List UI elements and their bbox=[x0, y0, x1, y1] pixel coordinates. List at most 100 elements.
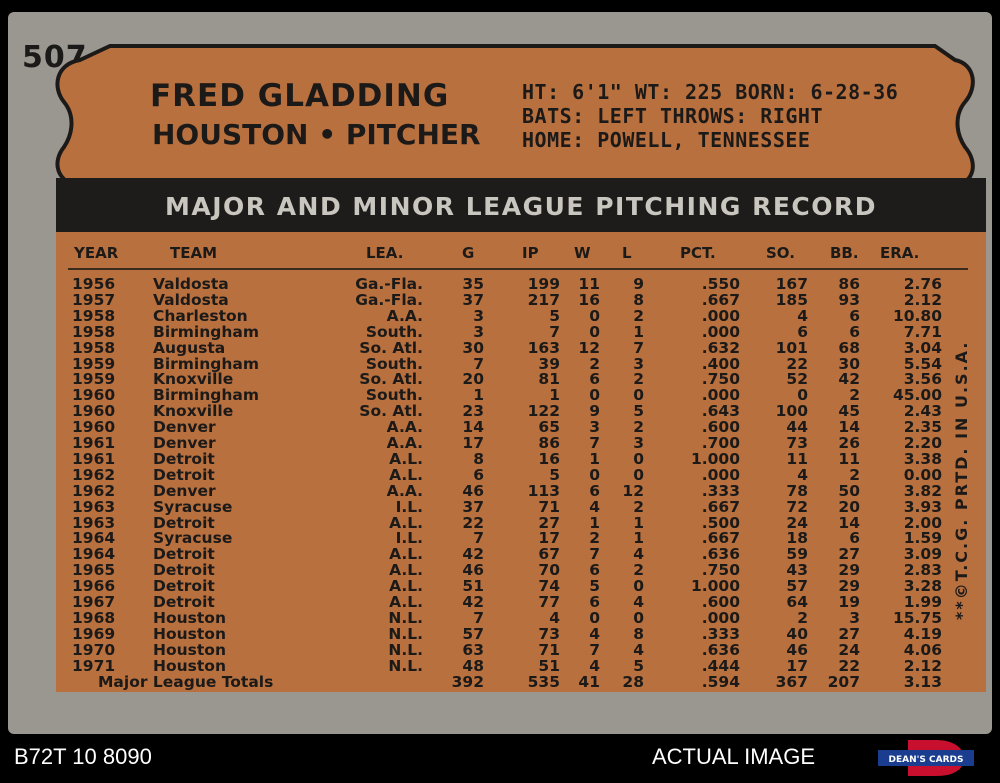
table-cell: A.L. bbox=[389, 561, 423, 580]
table-cell: 1967 bbox=[72, 593, 116, 611]
stats-table-panel bbox=[56, 232, 986, 692]
table-cell: 10.80 bbox=[892, 306, 942, 325]
table-cell: 1965 bbox=[72, 561, 116, 580]
table-cell: .000 bbox=[701, 608, 740, 627]
table-cell: 1958 bbox=[72, 322, 116, 341]
table-cell: 71 bbox=[538, 497, 560, 516]
actual-image-label: ACTUAL IMAGE bbox=[652, 744, 815, 769]
table-cell: 29 bbox=[838, 561, 860, 580]
table-cell: Detroit bbox=[153, 545, 215, 564]
column-header: G bbox=[462, 244, 475, 262]
table-cell: 2 bbox=[633, 497, 644, 516]
table-cell: Detroit bbox=[153, 593, 215, 611]
table-cell: 1963 bbox=[72, 513, 116, 532]
table-cell: 0.00 bbox=[903, 465, 942, 484]
table-cell: 74 bbox=[538, 577, 560, 596]
table-cell: 3 bbox=[849, 608, 860, 627]
table-cell: Houston bbox=[153, 624, 226, 643]
table-cell: 19 bbox=[838, 593, 860, 611]
table-cell: .600 bbox=[701, 593, 740, 611]
table-cell: 1970 bbox=[72, 640, 116, 659]
table-cell: So. Atl. bbox=[359, 338, 423, 357]
table-cell: 51 bbox=[462, 577, 484, 596]
table-cell: 199 bbox=[527, 275, 560, 293]
table-cell: 1960 bbox=[72, 386, 116, 405]
table-cell: 4.19 bbox=[903, 624, 942, 643]
column-header: LEA. bbox=[366, 244, 404, 262]
table-cell: 0 bbox=[589, 322, 600, 341]
table-cell: 7 bbox=[473, 608, 484, 627]
table-cell: 0 bbox=[589, 306, 600, 325]
table-cell: 20 bbox=[462, 370, 484, 389]
table-cell: .500 bbox=[701, 513, 740, 532]
table-cell: 7 bbox=[589, 640, 600, 659]
table-cell: Syracuse bbox=[153, 529, 233, 548]
column-header: ERA. bbox=[880, 244, 920, 262]
baseball-card-back: 507 FRED GLADDING HOUSTON • PITCHER HT: … bbox=[8, 12, 992, 734]
table-cell: .643 bbox=[701, 402, 740, 421]
table-cell: 2 bbox=[633, 306, 644, 325]
table-cell: 1 bbox=[473, 386, 484, 405]
table-cell: 3.56 bbox=[903, 370, 942, 389]
column-header: SO. bbox=[766, 244, 795, 262]
table-cell: .333 bbox=[701, 481, 740, 500]
table-cell: 1961 bbox=[72, 434, 116, 452]
table-cell: .600 bbox=[701, 418, 740, 437]
table-cell: 3.38 bbox=[903, 449, 942, 468]
table-cell: 7 bbox=[473, 529, 484, 548]
table-cell: 42 bbox=[462, 545, 484, 564]
table-cell: .550 bbox=[701, 275, 740, 293]
table-cell: 2 bbox=[633, 561, 644, 580]
table-cell: 2.76 bbox=[903, 275, 942, 293]
table-cell: Houston bbox=[153, 640, 226, 659]
table-cell: 2 bbox=[849, 386, 860, 405]
table-cell: .667 bbox=[701, 290, 740, 309]
table-cell: 217 bbox=[527, 290, 560, 309]
table-cell: 7 bbox=[473, 354, 484, 373]
table-cell: 17 bbox=[538, 529, 560, 548]
table-cell: .000 bbox=[701, 465, 740, 484]
table-cell: Birmingham bbox=[153, 386, 260, 405]
totals-cell: 535 bbox=[527, 672, 560, 691]
table-cell: A.L. bbox=[389, 545, 423, 564]
table-cell: 1968 bbox=[72, 608, 116, 627]
deans-cards-logo: DEAN'S CARDS bbox=[878, 740, 974, 776]
table-cell: 6 bbox=[797, 322, 808, 341]
table-cell: 42 bbox=[838, 370, 860, 389]
table-cell: 0 bbox=[633, 577, 644, 596]
table-cell: 1961 bbox=[72, 449, 116, 468]
table-cell: 1962 bbox=[72, 481, 116, 500]
table-cell: South. bbox=[365, 322, 423, 341]
column-header: TEAM bbox=[170, 244, 218, 262]
table-cell: Detroit bbox=[153, 449, 215, 468]
table-cell: 1960 bbox=[72, 402, 116, 421]
table-cell: 2 bbox=[633, 370, 644, 389]
table-cell: 6 bbox=[849, 529, 860, 548]
table-cell: 6 bbox=[589, 561, 600, 580]
table-cell: 27 bbox=[538, 513, 560, 532]
bio-line-3: HOME: POWELL, TENNESSEE bbox=[522, 128, 811, 152]
totals-cell: 28 bbox=[622, 672, 644, 691]
table-cell: .400 bbox=[701, 354, 740, 373]
table-cell: 2 bbox=[589, 354, 600, 373]
table-cell: 1.000 bbox=[690, 449, 740, 468]
table-cell: 4 bbox=[797, 306, 808, 325]
column-header: W bbox=[574, 244, 591, 262]
svg-text:DEAN'S CARDS: DEAN'S CARDS bbox=[889, 755, 964, 765]
table-cell: South. bbox=[365, 354, 423, 373]
table-cell: 1959 bbox=[72, 370, 116, 389]
svg-text:**©T.C.G. PRTD. IN U.S.A.: **©T.C.G. PRTD. IN U.S.A. bbox=[952, 341, 971, 620]
table-cell: 1958 bbox=[72, 306, 116, 325]
table-cell: 1 bbox=[633, 513, 644, 532]
table-cell: 3 bbox=[633, 354, 644, 373]
table-cell: 29 bbox=[838, 577, 860, 596]
totals-cell: 207 bbox=[827, 672, 860, 691]
table-cell: 1 bbox=[633, 322, 644, 341]
table-cell: 7.71 bbox=[903, 322, 942, 341]
table-cell: 2 bbox=[589, 529, 600, 548]
table-cell: 6 bbox=[589, 481, 600, 500]
table-cell: A.A. bbox=[386, 306, 423, 325]
table-cell: N.L. bbox=[388, 624, 423, 643]
table-cell: 5.54 bbox=[903, 354, 942, 373]
table-cell: 3.28 bbox=[903, 577, 942, 596]
